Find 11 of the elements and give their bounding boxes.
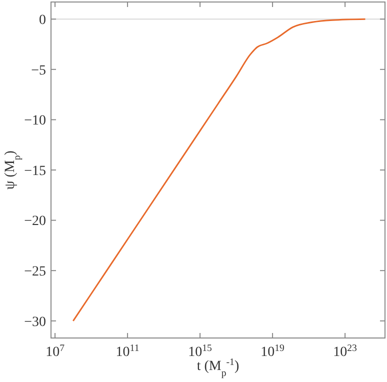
- y-tick-label: −5: [31, 63, 46, 78]
- y-tick-label: 0: [39, 13, 46, 28]
- y-tick-label: −25: [24, 264, 46, 280]
- y-tick-label: −15: [24, 164, 46, 179]
- y-tick-label: −10: [24, 114, 46, 129]
- y-tick-label: −20: [24, 214, 46, 230]
- x-tick-label: 10$^{19}$: [260, 342, 285, 360]
- x-tick-label: 10$^{11}$: [116, 342, 140, 360]
- x-tick-label: 10$^{7}$: [46, 342, 65, 360]
- x-tick-label: 10$^{23}$: [333, 342, 358, 360]
- y-tick-label: −30: [24, 314, 46, 330]
